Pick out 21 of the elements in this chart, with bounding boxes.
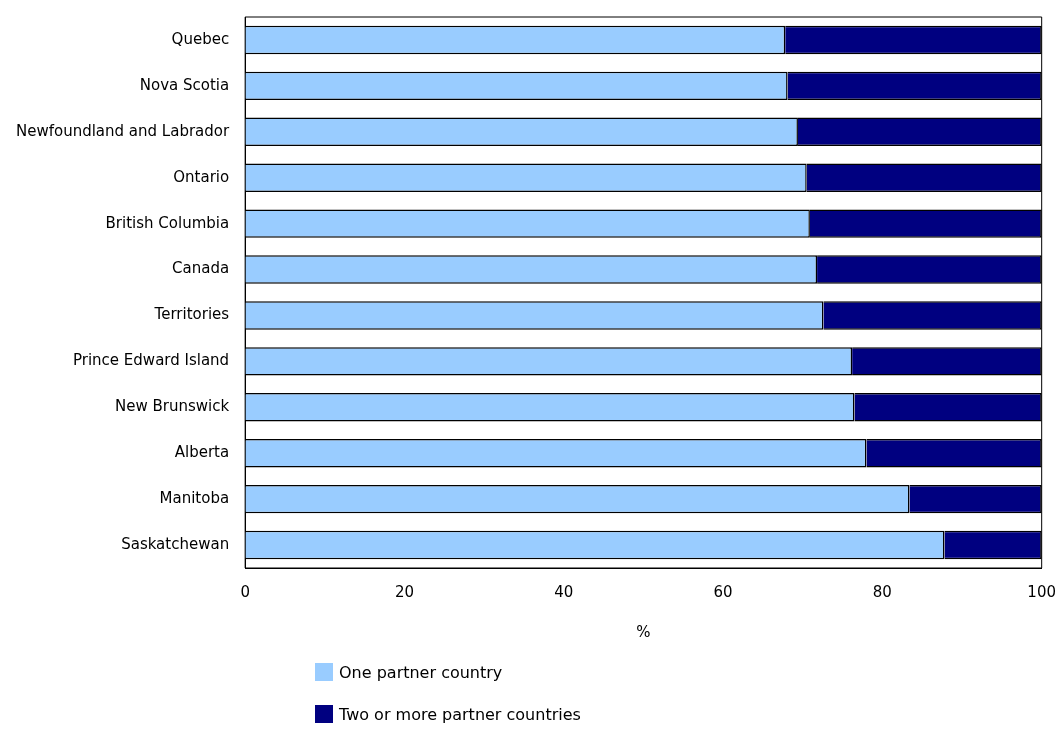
x-tick-label: 20 (394, 582, 414, 601)
y-tick-label: Prince Edward Island (72, 351, 230, 370)
x-tick-label: 40 (554, 582, 574, 601)
y-tick-label: Ontario (173, 167, 230, 186)
y-tick-label: Alberta (174, 443, 230, 462)
x-tick-label: 80 (872, 582, 892, 601)
x-tick-label: 100 (1027, 582, 1057, 601)
y-tick-label: British Columbia (105, 213, 230, 232)
x-tick-label: 60 (713, 582, 733, 601)
y-tick-label: New Brunswick (115, 397, 230, 416)
legend-label: One partner country (339, 662, 503, 682)
y-tick-label: Newfoundland and Labrador (15, 121, 230, 140)
y-tick-label: Territories (153, 305, 230, 324)
y-tick-label: Saskatchewan (121, 534, 230, 553)
y-tick-label: Nova Scotia (139, 75, 230, 94)
x-tick-label: 0 (240, 582, 250, 601)
legend-label: Two or more partner countries (339, 704, 581, 724)
x-axis-title: % (636, 622, 651, 641)
y-tick-label: Quebec (171, 29, 230, 48)
y-tick-label: Canada (172, 259, 230, 278)
y-tick-label: Manitoba (159, 489, 230, 508)
